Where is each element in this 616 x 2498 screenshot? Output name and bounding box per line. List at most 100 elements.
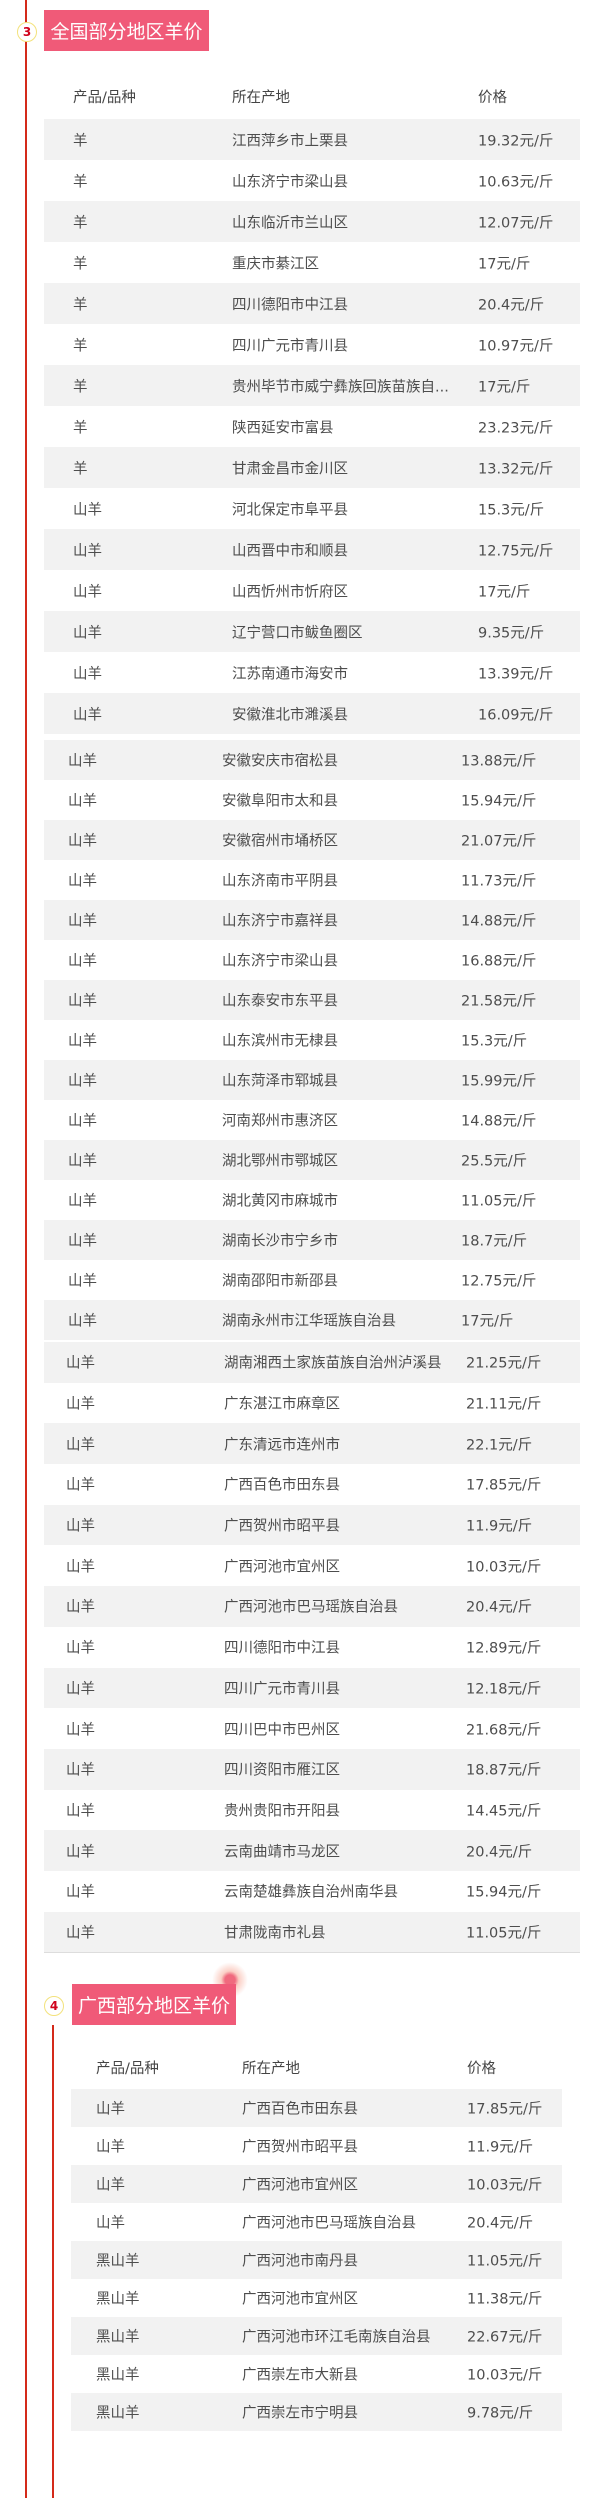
cell-origin: 河南郑州市惠济区 [222, 1113, 338, 1130]
cell-product: 山羊 [96, 2215, 125, 2232]
cell-price: 11.05元/斤 [461, 1193, 537, 1210]
cell-product: 羊 [73, 338, 88, 354]
cell-product: 山羊 [66, 1437, 95, 1454]
table-row: 黑山羊 广西崇左市宁明县 9.78元/斤 [71, 2393, 562, 2431]
cell-price: 10.03元/斤 [467, 2177, 543, 2194]
cell-price: 12.75元/斤 [478, 543, 554, 559]
cell-product: 羊 [73, 379, 88, 395]
table-row: 山羊 辽宁营口市鲅鱼圈区 9.35元/斤 [44, 611, 580, 652]
table-row: 山羊 湖南湘西土家族苗族自治州泸溪县 21.25元/斤 [44, 1342, 580, 1383]
cell-origin: 山东泰安市东平县 [222, 993, 338, 1010]
table-row: 羊 重庆市綦江区 17元/斤 [44, 242, 580, 283]
cell-origin: 广西河池市宜州区 [224, 1559, 340, 1576]
cell-product: 山羊 [68, 993, 97, 1010]
cell-product: 山羊 [68, 1113, 97, 1130]
table-row: 山羊 河南郑州市惠济区 14.88元/斤 [44, 1100, 580, 1140]
cell-price: 17.85元/斤 [467, 2101, 543, 2118]
table-row: 山羊 山东泰安市东平县 21.58元/斤 [44, 980, 580, 1020]
table-row: 山羊 云南曲靖市马龙区 20.4元/斤 [44, 1830, 580, 1871]
table-row: 羊 贵州毕节市威宁彝族回族苗族自... 17元/斤 [44, 365, 580, 406]
cell-product: 山羊 [68, 1073, 97, 1090]
cell-price: 17元/斤 [478, 584, 531, 600]
cell-origin: 河北保定市阜平县 [232, 502, 348, 518]
cell-price: 18.87元/斤 [466, 1762, 542, 1779]
cell-origin: 安徽宿州市埇桥区 [222, 833, 338, 850]
cell-origin: 山东济宁市梁山县 [222, 953, 338, 970]
cell-origin: 山西忻州市忻府区 [232, 584, 348, 600]
cell-product: 山羊 [66, 1884, 95, 1901]
cell-origin: 广西河池市宜州区 [242, 2291, 358, 2308]
cell-origin: 辽宁营口市鲅鱼圈区 [232, 625, 363, 641]
cell-origin: 山西晋中市和顺县 [232, 543, 348, 559]
cell-origin: 甘肃陇南市礼县 [224, 1925, 326, 1942]
cell-product: 山羊 [66, 1844, 95, 1861]
cell-product: 山羊 [66, 1681, 95, 1698]
cell-product: 山羊 [68, 833, 97, 850]
cell-origin: 山东临沂市兰山区 [232, 215, 348, 231]
cell-price: 14.45元/斤 [466, 1803, 542, 1820]
cell-product: 羊 [73, 174, 88, 190]
cell-price: 22.1元/斤 [466, 1437, 533, 1454]
cell-price: 25.5元/斤 [461, 1153, 528, 1170]
cell-origin: 四川资阳市雁江区 [224, 1762, 340, 1779]
cell-price: 12.75元/斤 [461, 1273, 537, 1290]
table-row: 山羊 四川德阳市中江县 12.89元/斤 [44, 1627, 580, 1668]
cell-price: 12.89元/斤 [466, 1640, 542, 1657]
table-row: 羊 陕西延安市富县 23.23元/斤 [44, 406, 580, 447]
table-row: 山羊 山东菏泽市郓城县 15.99元/斤 [44, 1060, 580, 1100]
cell-price: 16.09元/斤 [478, 707, 554, 723]
section-title-guangxi: 广西部分地区羊价 [72, 1984, 236, 2025]
cell-product: 山羊 [66, 1355, 95, 1372]
cell-price: 21.58元/斤 [461, 993, 537, 1010]
cell-origin: 云南曲靖市马龙区 [224, 1844, 340, 1861]
cell-product: 羊 [73, 420, 88, 436]
cell-product: 山羊 [73, 707, 102, 723]
table-row: 山羊 湖南永州市江华瑶族自治县 17元/斤 [44, 1300, 580, 1340]
cell-product: 黑山羊 [96, 2329, 140, 2346]
cell-product: 羊 [73, 133, 88, 149]
table-row: 羊 四川德阳市中江县 20.4元/斤 [44, 283, 580, 324]
table-row: 山羊 山西晋中市和顺县 12.75元/斤 [44, 529, 580, 570]
cell-price: 16.88元/斤 [461, 953, 537, 970]
cell-price: 20.4元/斤 [466, 1599, 533, 1616]
header-price: 价格 [467, 2061, 496, 2077]
cell-product: 山羊 [73, 666, 102, 682]
cell-origin: 湖北黄冈市麻城市 [222, 1193, 338, 1210]
table-row: 黑山羊 广西河池市南丹县 11.05元/斤 [71, 2241, 562, 2279]
cell-price: 15.94元/斤 [461, 793, 537, 810]
table-row: 山羊 广西河池市巴马瑶族自治县 20.4元/斤 [71, 2203, 562, 2241]
cell-product: 山羊 [96, 2177, 125, 2194]
header-origin: 所在产地 [242, 2061, 300, 2077]
cell-product: 山羊 [66, 1925, 95, 1942]
price-table-guangxi: 山羊 广西百色市田东县 17.85元/斤 山羊 广西贺州市昭平县 11.9元/斤 山羊 广西河… [71, 2089, 562, 2431]
table-row: 山羊 山西忻州市忻府区 17元/斤 [44, 570, 580, 611]
header-product: 产品/品种 [73, 90, 136, 106]
table-row: 山羊 湖南长沙市宁乡市 18.7元/斤 [44, 1220, 580, 1260]
cell-price: 21.07元/斤 [461, 833, 537, 850]
cell-origin: 重庆市綦江区 [232, 256, 319, 272]
table-row: 山羊 安徽宿州市埇桥区 21.07元/斤 [44, 820, 580, 860]
cell-price: 12.07元/斤 [478, 215, 554, 231]
table-row: 山羊 山东滨州市无棣县 15.3元/斤 [44, 1020, 580, 1060]
cell-product: 山羊 [68, 1233, 97, 1250]
table-row: 山羊 山东济宁市嘉祥县 14.88元/斤 [44, 900, 580, 940]
table-row: 山羊 山东济宁市梁山县 16.88元/斤 [44, 940, 580, 980]
cell-product: 山羊 [68, 1033, 97, 1050]
cell-price: 20.4元/斤 [466, 1844, 533, 1861]
cell-origin: 广西百色市田东县 [242, 2101, 358, 2118]
cell-product: 山羊 [68, 953, 97, 970]
cell-origin: 广西崇左市宁明县 [242, 2405, 358, 2422]
header-origin: 所在产地 [232, 90, 290, 106]
cell-origin: 广西贺州市昭平县 [242, 2139, 358, 2156]
price-table-national-3: 山羊 湖南湘西土家族苗族自治州泸溪县 21.25元/斤 山羊 广东湛江市麻章区 21.11… [44, 1342, 580, 1954]
table-row: 山羊 广西河池市宜州区 10.03元/斤 [44, 1545, 580, 1586]
cell-product: 山羊 [66, 1599, 95, 1616]
cell-price: 10.03元/斤 [466, 1559, 542, 1576]
cell-origin: 山东滨州市无棣县 [222, 1033, 338, 1050]
cell-origin: 广西崇左市大新县 [242, 2367, 358, 2384]
cell-product: 山羊 [68, 873, 97, 890]
cell-product: 山羊 [68, 793, 97, 810]
cell-product: 黑山羊 [96, 2291, 140, 2308]
section-number-3: 3 [17, 22, 37, 42]
table-row: 山羊 山东济南市平阴县 11.73元/斤 [44, 860, 580, 900]
